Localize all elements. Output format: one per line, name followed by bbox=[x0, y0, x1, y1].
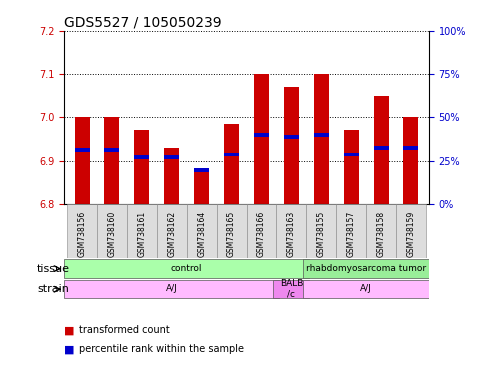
FancyBboxPatch shape bbox=[277, 204, 306, 258]
Text: GSM738166: GSM738166 bbox=[257, 211, 266, 257]
Bar bbox=[374, 146, 388, 150]
Bar bbox=[344, 131, 358, 204]
Text: A/J: A/J bbox=[360, 284, 372, 293]
Bar bbox=[224, 152, 239, 156]
Text: control: control bbox=[171, 264, 203, 273]
FancyBboxPatch shape bbox=[303, 259, 429, 278]
FancyBboxPatch shape bbox=[67, 204, 97, 258]
Bar bbox=[254, 133, 269, 137]
Text: GSM738155: GSM738155 bbox=[317, 211, 326, 257]
Bar bbox=[284, 87, 299, 204]
Text: GSM738165: GSM738165 bbox=[227, 211, 236, 257]
Bar bbox=[374, 96, 388, 204]
FancyBboxPatch shape bbox=[303, 280, 429, 298]
Bar bbox=[135, 131, 149, 204]
Bar bbox=[194, 169, 209, 204]
Bar bbox=[254, 74, 269, 204]
Bar bbox=[344, 152, 358, 156]
Text: GSM738157: GSM738157 bbox=[347, 211, 355, 257]
FancyBboxPatch shape bbox=[127, 204, 157, 258]
Bar bbox=[135, 155, 149, 159]
Text: BALB
/c: BALB /c bbox=[280, 279, 303, 298]
Text: transformed count: transformed count bbox=[79, 325, 170, 335]
Bar bbox=[224, 124, 239, 204]
FancyBboxPatch shape bbox=[64, 280, 280, 298]
Bar bbox=[194, 168, 209, 172]
Text: percentile rank within the sample: percentile rank within the sample bbox=[79, 344, 244, 354]
FancyBboxPatch shape bbox=[396, 204, 426, 258]
FancyBboxPatch shape bbox=[336, 204, 366, 258]
FancyBboxPatch shape bbox=[246, 204, 277, 258]
FancyBboxPatch shape bbox=[157, 204, 187, 258]
Bar bbox=[105, 148, 119, 152]
Text: GSM738161: GSM738161 bbox=[138, 211, 146, 257]
Text: GSM738163: GSM738163 bbox=[287, 211, 296, 257]
Bar bbox=[74, 118, 90, 204]
Text: GSM738158: GSM738158 bbox=[377, 211, 386, 257]
Text: GDS5527 / 105050239: GDS5527 / 105050239 bbox=[64, 16, 222, 30]
Text: GSM738162: GSM738162 bbox=[167, 211, 176, 257]
Bar bbox=[314, 133, 329, 137]
Text: A/J: A/J bbox=[166, 284, 177, 293]
Text: GSM738164: GSM738164 bbox=[197, 211, 206, 257]
Bar bbox=[164, 155, 179, 159]
Bar bbox=[284, 135, 299, 139]
Bar bbox=[403, 146, 419, 150]
Bar bbox=[314, 74, 329, 204]
Bar bbox=[105, 118, 119, 204]
FancyBboxPatch shape bbox=[216, 204, 246, 258]
Text: GSM738156: GSM738156 bbox=[77, 211, 87, 257]
Bar bbox=[403, 118, 419, 204]
Bar bbox=[74, 148, 90, 152]
Text: rhabdomyosarcoma tumor: rhabdomyosarcoma tumor bbox=[306, 264, 426, 273]
FancyBboxPatch shape bbox=[274, 280, 309, 298]
FancyBboxPatch shape bbox=[306, 204, 336, 258]
Text: strain: strain bbox=[37, 284, 69, 294]
FancyBboxPatch shape bbox=[187, 204, 216, 258]
Text: GSM738159: GSM738159 bbox=[406, 211, 416, 257]
FancyBboxPatch shape bbox=[366, 204, 396, 258]
Text: tissue: tissue bbox=[37, 264, 70, 274]
Text: ■: ■ bbox=[64, 325, 74, 335]
FancyBboxPatch shape bbox=[97, 204, 127, 258]
Text: ■: ■ bbox=[64, 344, 74, 354]
FancyBboxPatch shape bbox=[64, 259, 309, 278]
Bar bbox=[164, 148, 179, 204]
Text: GSM738160: GSM738160 bbox=[107, 211, 116, 257]
